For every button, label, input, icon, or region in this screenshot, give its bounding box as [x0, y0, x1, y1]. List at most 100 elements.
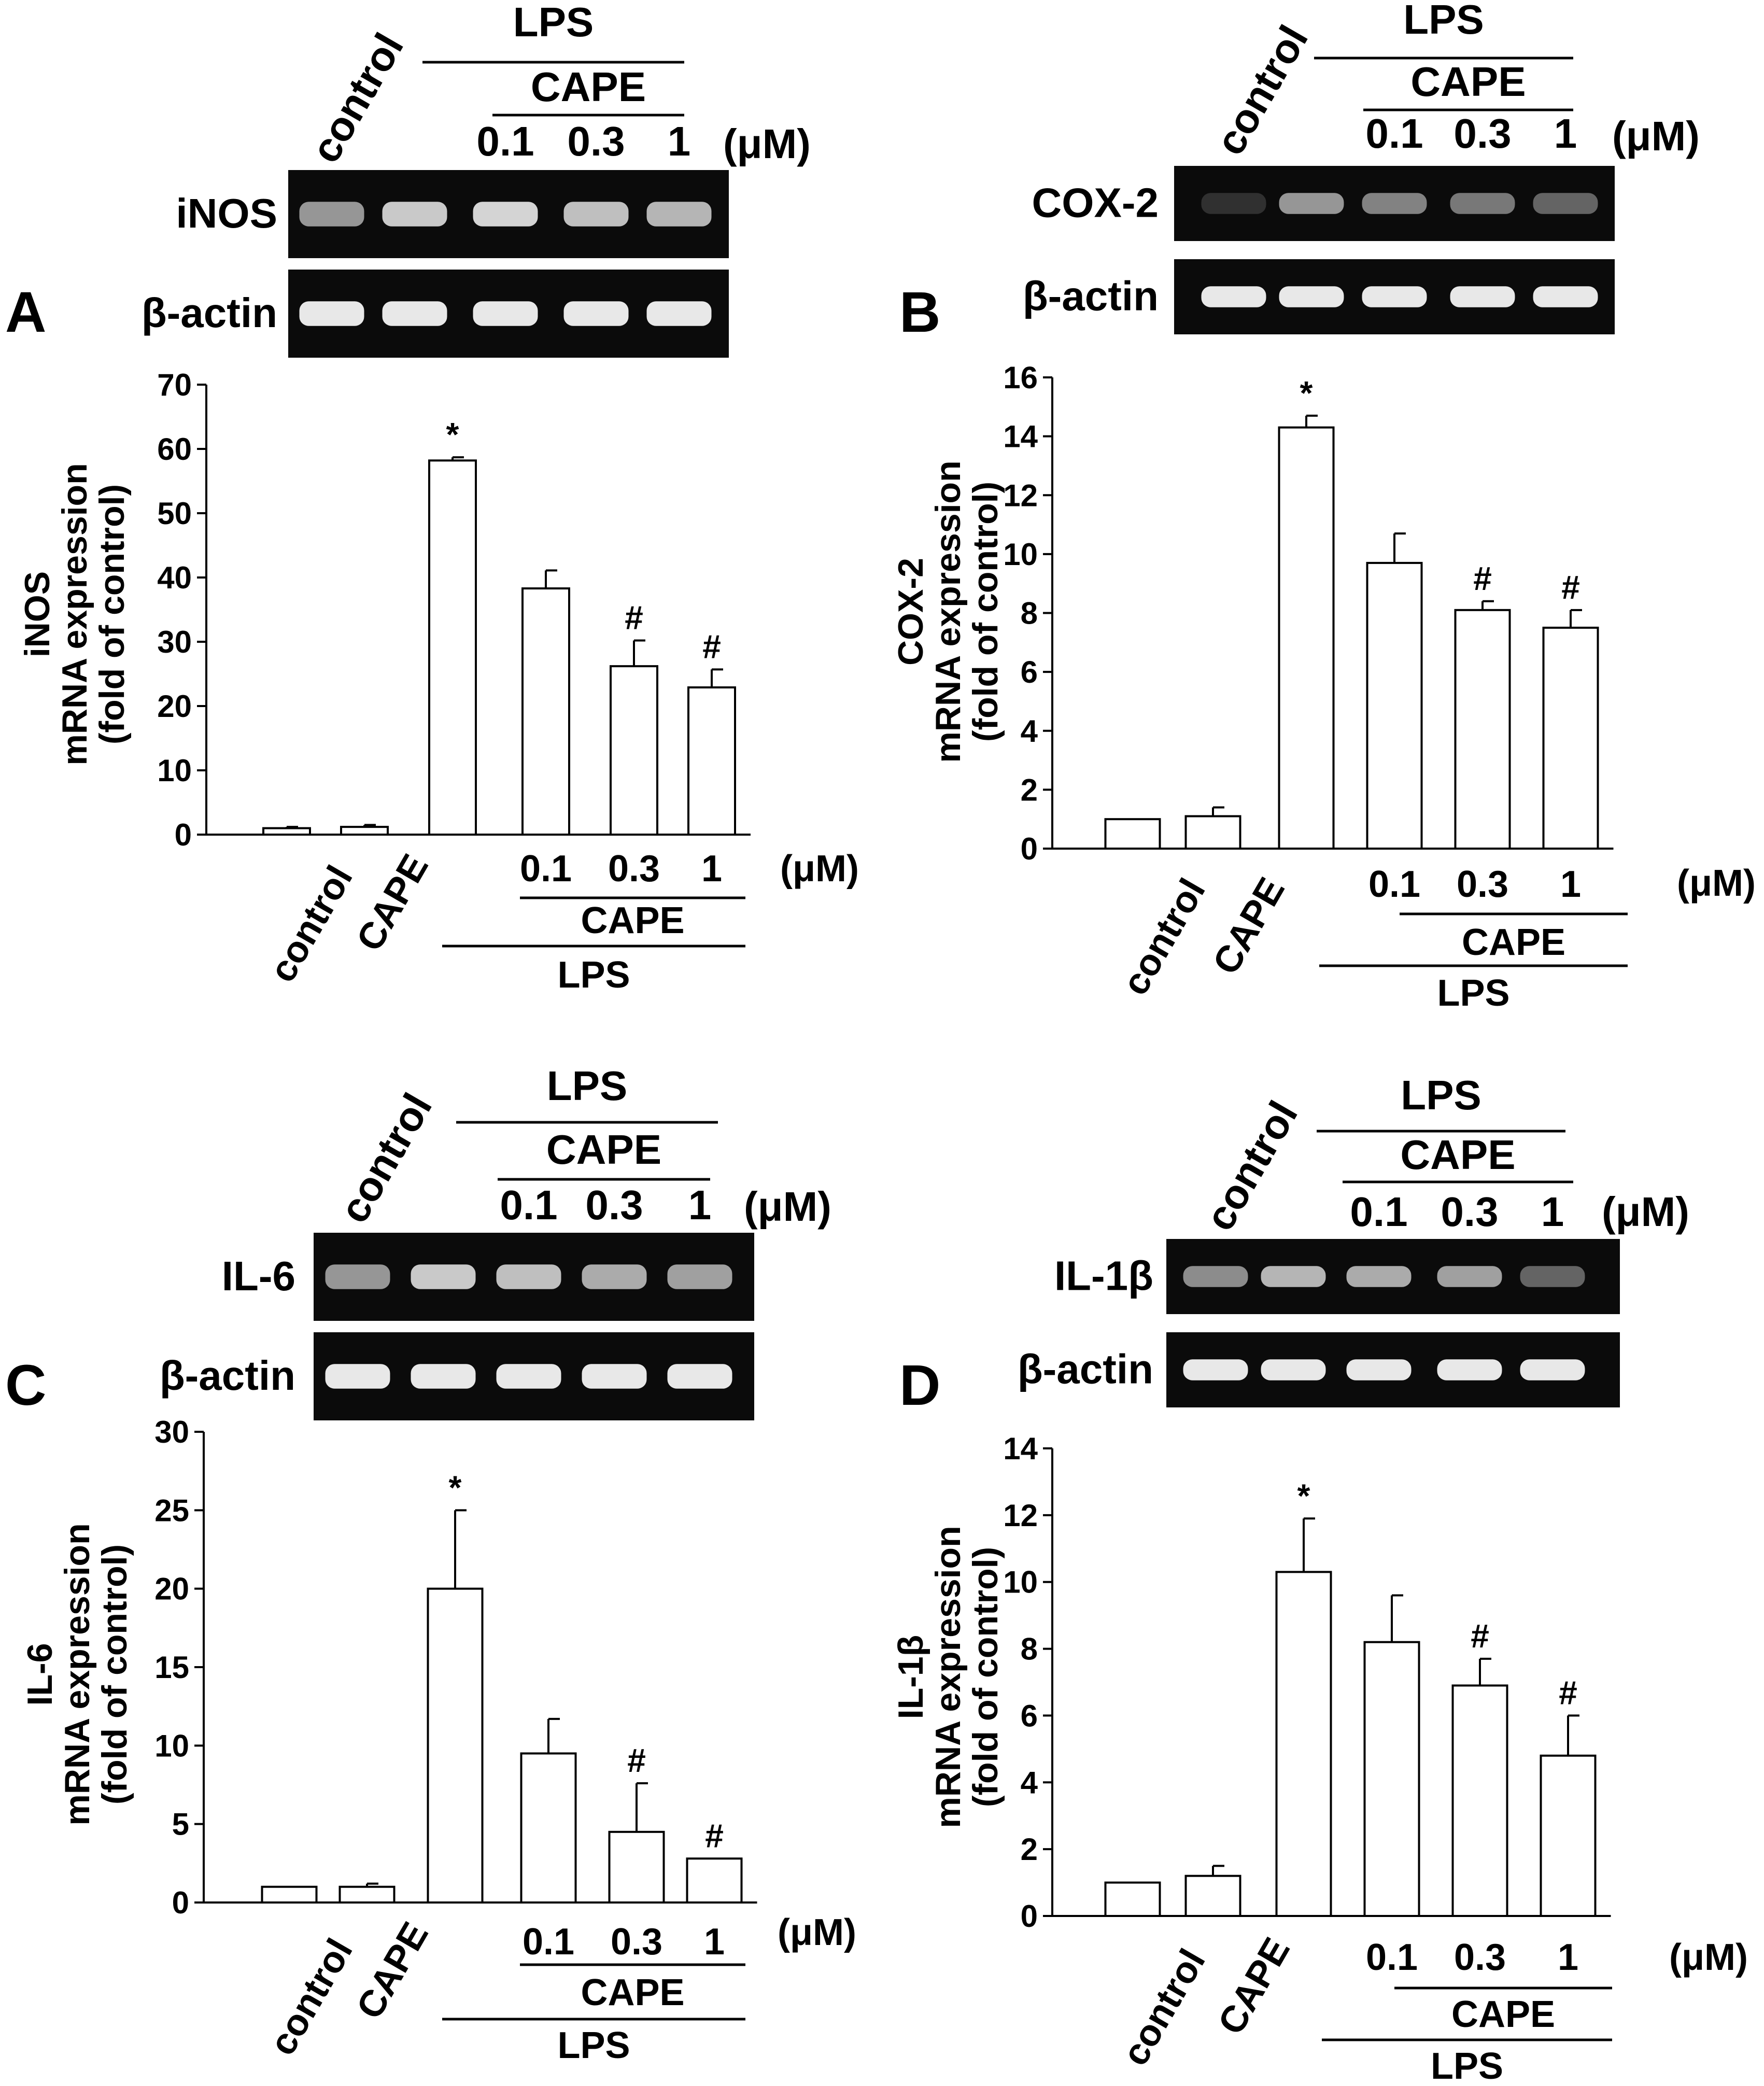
gel-lane-label: 1 [1554, 110, 1577, 157]
x-category-label: 0.3 [1454, 1937, 1506, 1978]
gel-loading-label: β-actin [1023, 273, 1159, 319]
gel-target-band [667, 1264, 732, 1289]
x-unit-label: (μM) [1677, 863, 1756, 904]
x-category-label: CAPE [1205, 871, 1293, 981]
gel-target-band [411, 1264, 476, 1289]
bar [261, 1885, 318, 1904]
gel-loading-band [411, 1364, 476, 1389]
gel-target-band [1261, 1266, 1326, 1287]
y-axis-title-line: iNOS [18, 571, 57, 657]
x-category-label: control [262, 859, 361, 989]
y-tick-label: 8 [1021, 596, 1038, 631]
gel-target-label: COX-2 [1032, 180, 1159, 226]
gel-loading-band [382, 301, 447, 326]
x-lps-label: LPS [557, 2025, 630, 2066]
x-lps-label: LPS [1437, 972, 1509, 1014]
bar [1540, 1754, 1597, 1918]
gel-target-label: iNOS [176, 190, 277, 236]
significance-marker: * [1297, 1477, 1310, 1514]
x-unit-label: (μM) [780, 848, 859, 890]
gel-unit-label: (μM) [744, 1183, 831, 1230]
bar [1454, 609, 1511, 850]
x-category-label: control [1114, 1942, 1213, 2073]
y-tick-label: 70 [157, 368, 192, 402]
x-cape-label: CAPE [1462, 922, 1565, 963]
x-category-label: 0.3 [1457, 864, 1508, 905]
gel-loading-row [288, 270, 729, 358]
gel-lps-label: LPS [513, 0, 594, 45]
gel-lane-label-control: control [331, 1086, 441, 1230]
bar [340, 826, 389, 836]
y-tick-label: 4 [1021, 1765, 1038, 1800]
gel-loading-band [1201, 286, 1266, 307]
y-tick-label: 50 [157, 496, 192, 531]
x-cape-label: CAPE [581, 900, 684, 941]
y-tick-label: 6 [1021, 655, 1038, 689]
bar [610, 665, 658, 836]
y-axis-title-line: (fold of control) [92, 484, 132, 744]
y-tick-label: 0 [172, 1885, 189, 1920]
bar [262, 827, 311, 836]
bar [1184, 1874, 1241, 1918]
gel-loading-band [667, 1364, 732, 1389]
panel-letter: C [5, 1354, 46, 1417]
gel-lane-label: 1 [668, 118, 691, 164]
y-tick-label: 12 [1003, 478, 1038, 513]
y-tick-label: 15 [154, 1650, 189, 1685]
bar-chart: 0 5 10 15 20 25 30 IL-6mRNA expression(fold of … [20, 1415, 856, 2066]
significance-marker: # [1559, 1674, 1577, 1711]
bar [520, 1752, 577, 1904]
gel-loading-label: β-actin [142, 290, 277, 336]
significance-marker: # [702, 628, 721, 665]
gel-lane-label: 1 [1541, 1189, 1564, 1235]
gel-loading-band [1437, 1359, 1502, 1380]
bar [1542, 626, 1599, 850]
x-category-label: 0.1 [520, 848, 572, 890]
gel-loading-band [1346, 1359, 1412, 1380]
y-axis-title: COX-2mRNA expression(fold of control) [891, 460, 1005, 763]
y-tick-label: 30 [154, 1415, 189, 1449]
gel-loading-label: β-actin [160, 1352, 295, 1399]
bar [1451, 1684, 1508, 1917]
x-category-label: control [1114, 872, 1213, 1002]
gel-lane-label: 0.3 [1453, 110, 1511, 157]
gel-loading-band [582, 1364, 647, 1389]
gel-target-row [288, 170, 729, 258]
bar [1104, 818, 1161, 850]
bar [1184, 815, 1241, 850]
gel-target-band [1346, 1266, 1412, 1287]
y-axis-title-line: mRNA expression [58, 1523, 97, 1825]
bar [428, 459, 477, 836]
panel-letter: D [899, 1354, 940, 1417]
gel-lane-label: 1 [688, 1182, 712, 1228]
x-category-label: 0.3 [608, 848, 660, 890]
gel-loading-row [314, 1332, 754, 1420]
x-category-label: 0.1 [1366, 1937, 1418, 1978]
y-axis-title-line: IL-6 [20, 1643, 60, 1706]
y-axis-title-line: mRNA expression [55, 463, 94, 765]
y-tick-label: 10 [1003, 537, 1038, 572]
bar [427, 1587, 484, 1904]
y-axis-title-line: mRNA expression [928, 460, 968, 763]
gel-target-band [563, 202, 629, 227]
gel-lane-label: 0.1 [1350, 1189, 1407, 1235]
gel-loading-band [1183, 1359, 1248, 1380]
y-tick-label: 4 [1021, 714, 1038, 749]
gel-lane-label-control: control [1207, 18, 1317, 162]
x-category-label: 1 [704, 1921, 725, 1963]
y-tick-label: 6 [1021, 1698, 1038, 1733]
x-category-label: 0.3 [611, 1921, 662, 1963]
y-tick-label: 10 [1003, 1565, 1038, 1600]
panel-letter: B [899, 280, 940, 344]
y-axis-title-line: (fold of control) [966, 482, 1005, 742]
y-axis-title: iNOSmRNA expression(fold of control) [18, 463, 132, 765]
significance-marker: * [449, 1469, 462, 1506]
bar [1104, 1881, 1161, 1918]
bar [608, 1830, 665, 1904]
gel-target-band [1437, 1266, 1502, 1287]
